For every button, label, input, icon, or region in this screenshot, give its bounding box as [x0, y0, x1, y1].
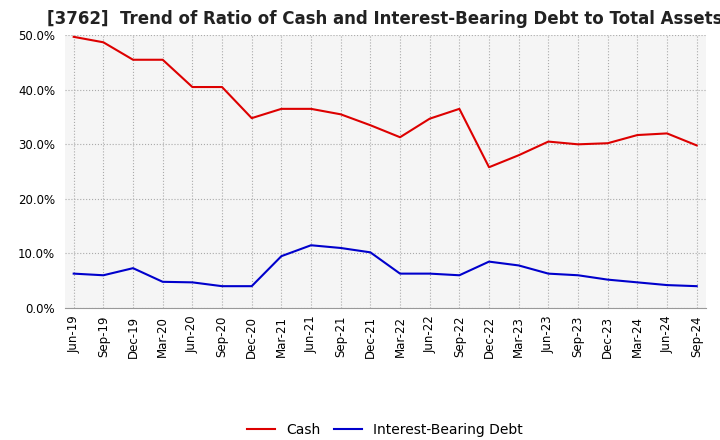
Cash — [99, 40, 108, 45]
Cash — [336, 112, 345, 117]
Cash — [217, 84, 226, 90]
Cash — [603, 141, 612, 146]
Cash — [248, 115, 256, 121]
Interest-Bearing Debt — [693, 283, 701, 289]
Interest-Bearing Debt — [366, 250, 374, 255]
Cash — [366, 123, 374, 128]
Interest-Bearing Debt — [662, 282, 671, 288]
Cash — [188, 84, 197, 90]
Cash — [277, 106, 286, 111]
Interest-Bearing Debt — [633, 280, 642, 285]
Interest-Bearing Debt — [69, 271, 78, 276]
Cash — [574, 142, 582, 147]
Interest-Bearing Debt — [514, 263, 523, 268]
Interest-Bearing Debt — [455, 273, 464, 278]
Cash — [455, 106, 464, 111]
Cash — [69, 34, 78, 40]
Interest-Bearing Debt — [99, 273, 108, 278]
Interest-Bearing Debt — [396, 271, 405, 276]
Interest-Bearing Debt — [485, 259, 493, 264]
Cash — [485, 165, 493, 170]
Interest-Bearing Debt — [217, 283, 226, 289]
Cash — [633, 132, 642, 138]
Title: [3762]  Trend of Ratio of Cash and Interest-Bearing Debt to Total Assets: [3762] Trend of Ratio of Cash and Intere… — [48, 10, 720, 28]
Cash — [129, 57, 138, 62]
Cash — [662, 131, 671, 136]
Cash — [158, 57, 167, 62]
Interest-Bearing Debt — [574, 273, 582, 278]
Interest-Bearing Debt — [426, 271, 434, 276]
Interest-Bearing Debt — [129, 265, 138, 271]
Legend: Cash, Interest-Bearing Debt: Cash, Interest-Bearing Debt — [242, 418, 528, 440]
Cash — [693, 143, 701, 148]
Interest-Bearing Debt — [248, 283, 256, 289]
Cash — [514, 153, 523, 158]
Interest-Bearing Debt — [158, 279, 167, 284]
Cash — [544, 139, 553, 144]
Interest-Bearing Debt — [277, 253, 286, 259]
Interest-Bearing Debt — [336, 246, 345, 251]
Line: Interest-Bearing Debt: Interest-Bearing Debt — [73, 245, 697, 286]
Line: Cash: Cash — [73, 37, 697, 167]
Interest-Bearing Debt — [307, 242, 315, 248]
Interest-Bearing Debt — [603, 277, 612, 282]
Interest-Bearing Debt — [188, 280, 197, 285]
Cash — [307, 106, 315, 111]
Interest-Bearing Debt — [544, 271, 553, 276]
Cash — [426, 116, 434, 121]
Cash — [396, 135, 405, 140]
